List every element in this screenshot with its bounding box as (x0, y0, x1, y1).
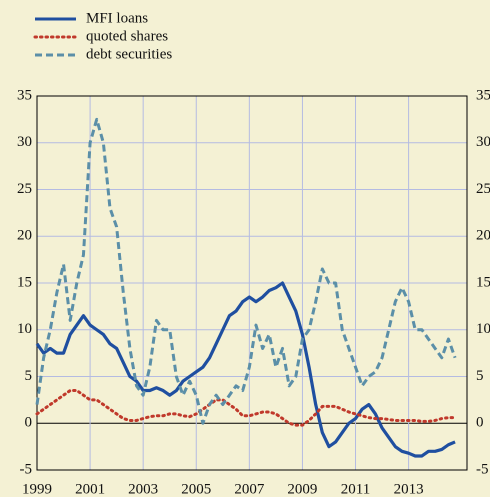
y-tick-label: 25 (17, 181, 32, 197)
y2-tick-label: 20 (476, 228, 490, 244)
x-tick-label: 2009 (287, 481, 317, 497)
x-tick-label: 2013 (394, 481, 424, 497)
y-tick-label: 5 (25, 368, 33, 384)
y2-tick-label: 30 (476, 134, 490, 150)
y-tick-label: -5 (20, 461, 33, 477)
x-tick-label: 2003 (128, 481, 158, 497)
legend-label: MFI loans (86, 10, 148, 26)
plot-frame (36, 95, 468, 471)
series-line (35, 117, 457, 425)
y2-tick-label: 15 (476, 274, 490, 290)
y2-tick-label: 5 (476, 368, 484, 384)
x-tick-label: 2001 (75, 481, 105, 497)
y2-tick-label: -5 (476, 461, 489, 477)
x-tick-label: 2007 (234, 481, 265, 497)
series-line (35, 389, 457, 427)
y2-tick-label: 10 (476, 321, 490, 337)
series-line (35, 281, 456, 458)
legend-label: debt securities (86, 46, 172, 62)
y2-tick-label: 35 (476, 87, 490, 103)
y2-tick-label: 25 (476, 181, 490, 197)
x-tick-label: 2011 (341, 481, 370, 497)
y2-tick-label: 0 (476, 415, 484, 431)
y-tick-label: 15 (17, 274, 32, 290)
y-tick-label: 20 (17, 228, 32, 244)
y-tick-label: 30 (17, 134, 32, 150)
y-tick-label: 0 (25, 415, 33, 431)
y-tick-label: 35 (17, 87, 32, 103)
y-tick-label: 10 (17, 321, 32, 337)
x-tick-label: 2005 (181, 481, 211, 497)
x-tick-label: 1999 (22, 481, 52, 497)
legend-label: quoted shares (86, 28, 168, 44)
